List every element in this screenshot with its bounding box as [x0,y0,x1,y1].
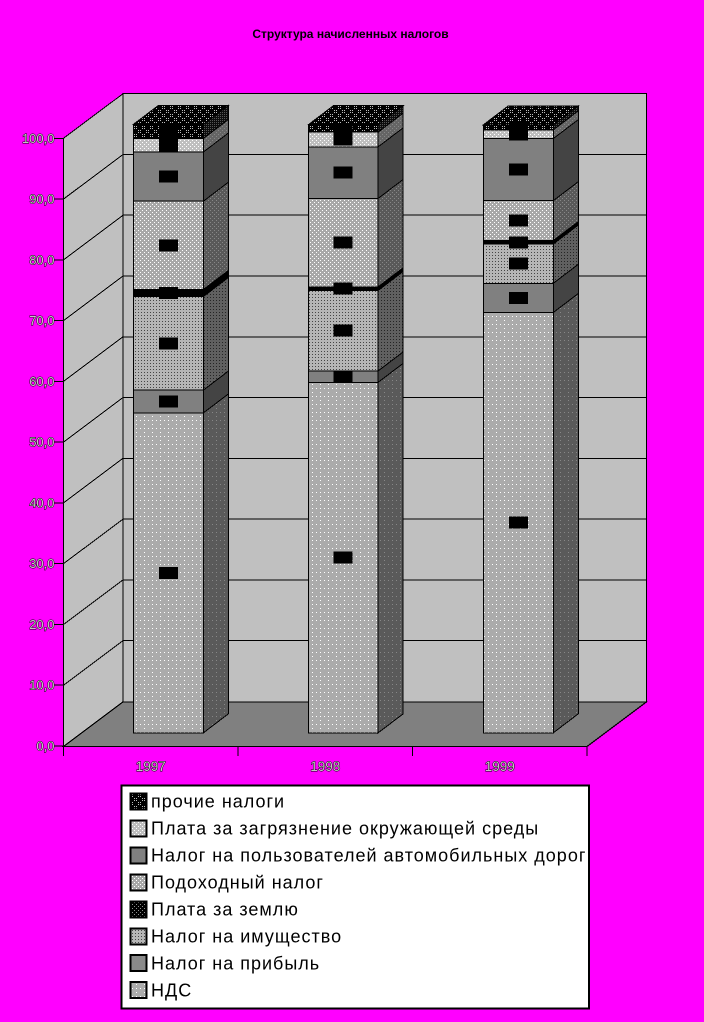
svg-text:Налог на имущество: Налог на имущество [151,926,342,946]
svg-text:Подоходный налог: Подоходный налог [151,873,324,893]
svg-text:100,0: 100,0 [22,131,55,146]
svg-text:20,0: 20,0 [29,617,54,632]
svg-text:1999: 1999 [485,759,515,774]
svg-text:Налог на прибыль: Налог на прибыль [151,953,320,973]
svg-text:1997: 1997 [136,759,166,774]
svg-text:30,0: 30,0 [29,556,54,571]
svg-text:60,0: 60,0 [29,374,54,389]
svg-text:90,0: 90,0 [29,192,54,207]
svg-text:Плата за загрязнение окружающе: Плата за загрязнение окружающей среды [151,819,539,839]
svg-text:80,0: 80,0 [29,252,54,267]
svg-text:Структура начисленных налогов: Структура начисленных налогов [252,27,448,41]
svg-text:прочие налоги: прочие налоги [151,792,285,812]
svg-text:40,0: 40,0 [29,495,54,510]
svg-text:НДС: НДС [151,980,192,1000]
svg-text:10,0: 10,0 [29,678,54,693]
svg-text:1998: 1998 [310,759,340,774]
svg-text:Плата за землю: Плата за землю [151,900,299,920]
svg-text:Налог на пользователей автомоб: Налог на пользователей автомобильных дор… [151,846,586,866]
svg-text:70,0: 70,0 [29,313,54,328]
svg-text:50,0: 50,0 [29,435,54,450]
svg-text:0,0: 0,0 [36,739,54,754]
